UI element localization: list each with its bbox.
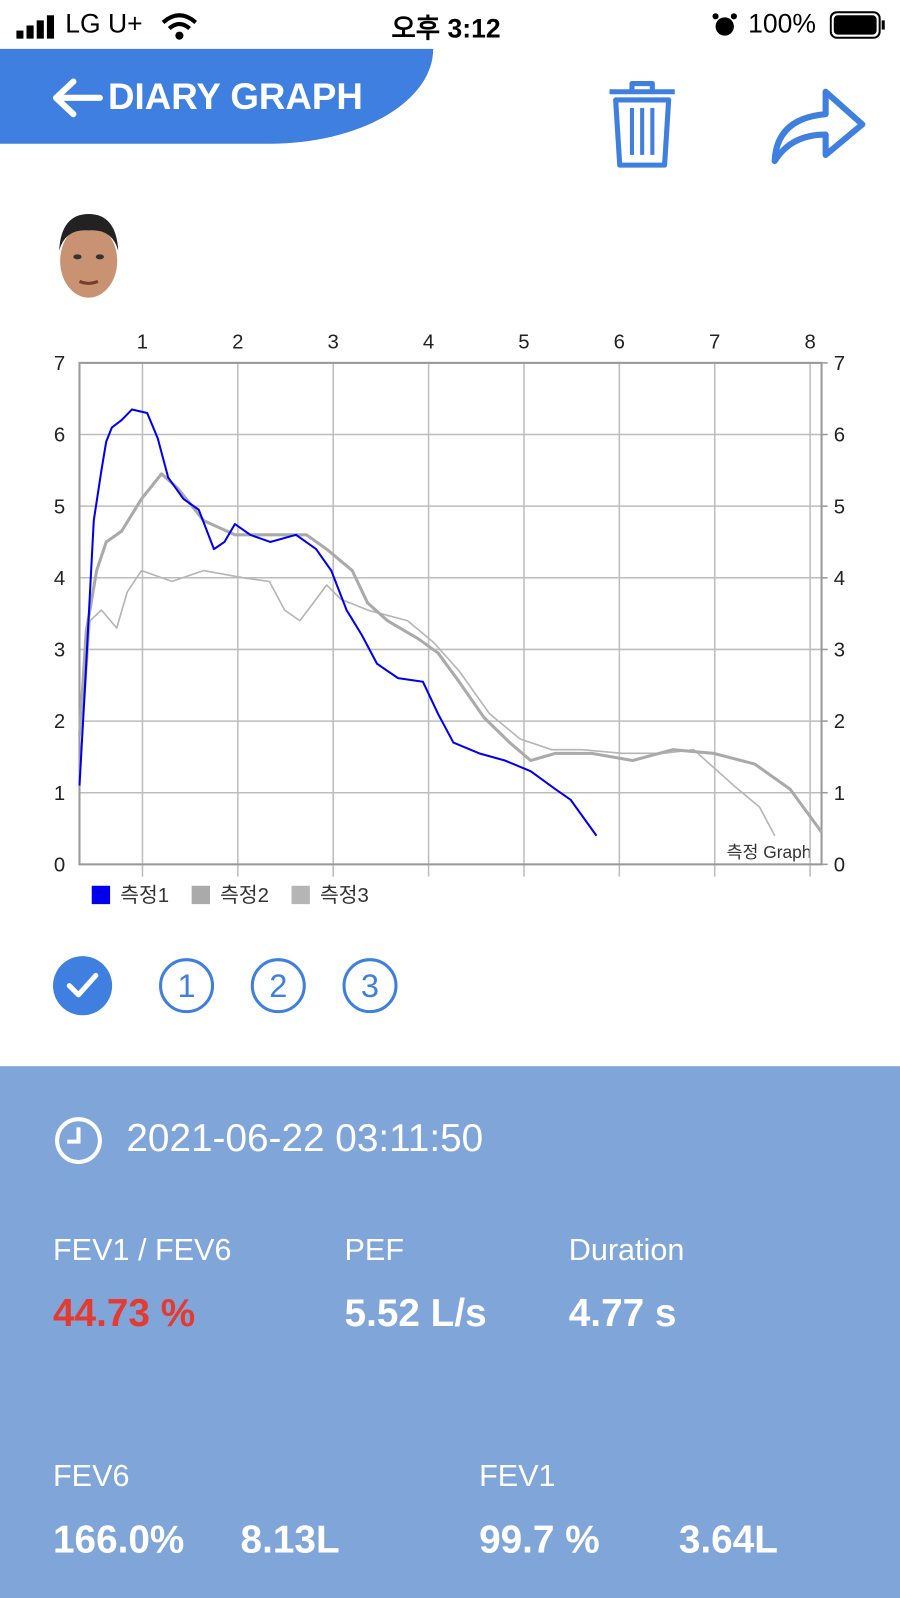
data-line: [78, 569, 776, 837]
battery-level: 100%: [748, 8, 816, 39]
back-button[interactable]: [51, 77, 104, 118]
x-tick-label: 5: [518, 332, 529, 354]
y2-tick-label: 7: [834, 353, 845, 375]
metric-value: 5.52 L/s: [344, 1292, 487, 1336]
y-tick-label: 2: [54, 711, 65, 733]
x-tick-label: 6: [614, 332, 625, 354]
legend-label: 측정2: [220, 884, 269, 907]
series-button[interactable]: 2: [250, 958, 306, 1014]
series-button[interactable]: 3: [342, 958, 398, 1014]
y-tick-label: 1: [54, 783, 65, 805]
y-tick-label: 3: [54, 640, 65, 662]
metric-label: FEV1 / FEV6: [53, 1233, 232, 1267]
metric-value: 4.77 s: [568, 1292, 677, 1336]
share-button[interactable]: [769, 82, 869, 168]
y2-tick-label: 1: [834, 783, 845, 805]
x-tick-label: 7: [709, 332, 720, 354]
carrier: LG U+: [65, 8, 143, 39]
y-tick-label: 6: [54, 425, 65, 447]
y-tick-label: 0: [54, 855, 65, 877]
alarm-icon: [712, 13, 737, 36]
clock: 오후 3:12: [391, 13, 501, 44]
series-button[interactable]: 1: [159, 958, 215, 1014]
legend-swatch: [191, 885, 210, 905]
y2-tick-label: 0: [834, 855, 845, 877]
x-tick-label: 3: [328, 332, 339, 354]
chart-annotation: 측정 Graph: [727, 842, 812, 862]
x-tick-label: 8: [804, 332, 815, 354]
y2-tick-label: 6: [834, 425, 845, 447]
data-line: [77, 472, 823, 834]
y2-tick-label: 2: [834, 711, 845, 733]
metric-value: 166.0%: [53, 1518, 185, 1562]
x-tick-label: 1: [137, 332, 148, 354]
signal-icon: [16, 15, 55, 39]
plot-frame: [78, 361, 823, 866]
metric-value: 3.64L: [678, 1518, 778, 1562]
legend-label: 측정3: [320, 884, 369, 907]
x-tick-label: 4: [423, 332, 434, 354]
wifi-icon: [161, 13, 198, 40]
x-tick-label: 2: [232, 332, 243, 354]
y-tick-label: 4: [54, 568, 65, 590]
y-tick-label: 7: [54, 353, 65, 375]
delete-button[interactable]: [605, 77, 678, 171]
data-line: [78, 408, 598, 837]
avatar: [59, 214, 119, 298]
metric-label: Duration: [568, 1233, 685, 1267]
y2-tick-label: 3: [834, 640, 845, 662]
metric-value: 44.73 %: [53, 1292, 196, 1336]
metric-label: FEV6: [53, 1459, 130, 1494]
clock-icon: [55, 1117, 102, 1165]
legend-label: 측정1: [120, 884, 169, 907]
y2-tick-label: 4: [834, 568, 845, 590]
metric-value: 99.7 %: [479, 1518, 600, 1562]
y-tick-label: 5: [54, 496, 65, 518]
y2-tick-label: 5: [834, 496, 845, 518]
timestamp: 2021-06-22 03:11:50: [126, 1117, 484, 1160]
metric-label: FEV1: [479, 1459, 556, 1494]
select-all-button[interactable]: [51, 954, 114, 1017]
metric-value: 8.13L: [240, 1518, 340, 1562]
legend-swatch: [91, 885, 111, 905]
battery-icon: [829, 11, 885, 39]
metric-label: PEF: [344, 1233, 405, 1267]
result-panel: 2021-06-22 03:11:50 FEV1 / FEV6 44.73 % …: [0, 1066, 900, 1598]
page-title: DIARY GRAPH: [108, 75, 363, 118]
legend-swatch: [291, 885, 310, 905]
